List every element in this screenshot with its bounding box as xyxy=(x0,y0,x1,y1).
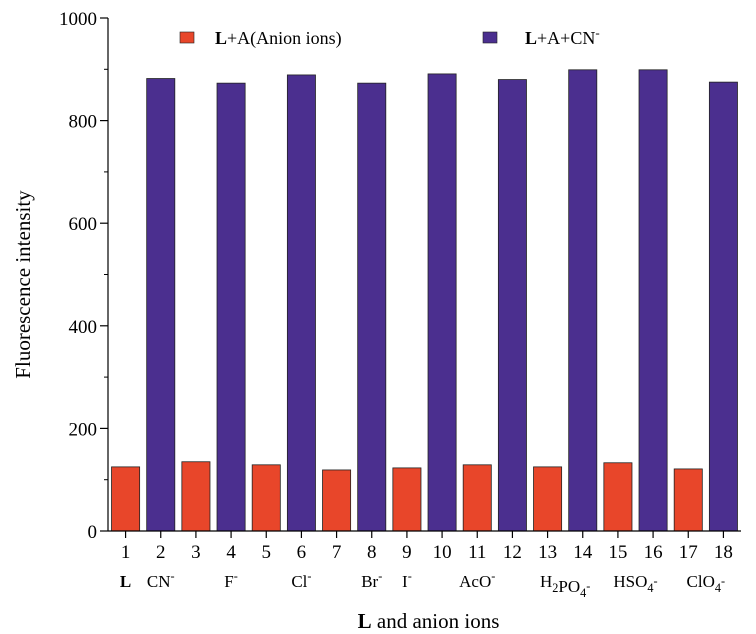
x-tick-label: 17 xyxy=(679,542,698,563)
ion-label: H2PO4- xyxy=(540,572,590,600)
x-tick-label: 10 xyxy=(433,542,452,563)
bar-series2-cat8 xyxy=(357,82,387,532)
ion-label: Cl- xyxy=(291,569,311,591)
x-tick-label: 3 xyxy=(191,542,201,563)
bar-series1-cat3 xyxy=(181,461,211,532)
bar-series2-cat12 xyxy=(497,79,527,532)
ion-label: HSO4- xyxy=(613,572,657,595)
x-tick-label: 15 xyxy=(608,542,627,563)
ion-label: CN- xyxy=(147,569,175,591)
ion-label: L xyxy=(120,572,131,591)
bar-series2-cat10 xyxy=(427,73,457,532)
bar-series1-cat5 xyxy=(251,464,281,532)
ion-label: I- xyxy=(402,569,412,591)
x-tick-label: 11 xyxy=(468,542,486,563)
ion-label: AcO- xyxy=(459,569,495,591)
x-tick-label: 14 xyxy=(573,542,593,563)
bar-series2-cat14 xyxy=(568,69,598,532)
y-tick-label: 200 xyxy=(69,419,98,440)
y-axis-title: Fluorescence intensity xyxy=(11,190,35,379)
bar-series1-cat1 xyxy=(111,466,141,532)
ion-label: F- xyxy=(224,569,238,591)
x-tick-label: 4 xyxy=(226,542,236,563)
legend-label-1: L+A(Anion ions) xyxy=(215,28,342,49)
legend-swatch-1 xyxy=(179,31,195,44)
bar-series2-cat2 xyxy=(146,78,176,532)
x-tick-label: 1 xyxy=(121,542,131,563)
bar-series1-cat7 xyxy=(322,469,352,532)
bar-series2-cat16 xyxy=(638,69,668,532)
x-tick-label: 9 xyxy=(402,542,412,563)
x-tick-label: 16 xyxy=(644,542,663,563)
ion-label: ClO4- xyxy=(687,572,726,595)
x-tick-label: 8 xyxy=(367,542,377,563)
x-tick-label: 18 xyxy=(714,542,733,563)
x-tick-label: 7 xyxy=(332,542,342,563)
ion-label: Br- xyxy=(361,569,382,591)
legend-swatch-2 xyxy=(482,31,498,44)
x-tick-label: 12 xyxy=(503,542,522,563)
x-tick-label: 2 xyxy=(156,542,166,563)
bar-series2-cat4 xyxy=(216,82,246,532)
bar-series1-cat15 xyxy=(603,462,633,532)
y-tick-label: 800 xyxy=(69,112,98,133)
y-tick-label: 400 xyxy=(69,317,98,338)
x-tick-label: 5 xyxy=(262,542,272,563)
y-tick-label: 1000 xyxy=(59,9,97,30)
bar-series1-cat13 xyxy=(533,466,563,532)
y-tick-label: 600 xyxy=(69,214,98,235)
y-tick-label: 0 xyxy=(88,522,98,543)
bar-series2-cat18 xyxy=(708,81,738,532)
bar-series1-cat17 xyxy=(673,468,703,532)
legend-label-2: L+A+CN- xyxy=(525,25,600,48)
bar-series2-cat6 xyxy=(286,74,316,532)
x-tick-label: 13 xyxy=(538,542,557,563)
x-tick-label: 6 xyxy=(297,542,307,563)
bar-series1-cat9 xyxy=(392,467,422,532)
x-axis-title: L and anion ions xyxy=(358,609,500,633)
bar-series1-cat11 xyxy=(462,464,492,532)
